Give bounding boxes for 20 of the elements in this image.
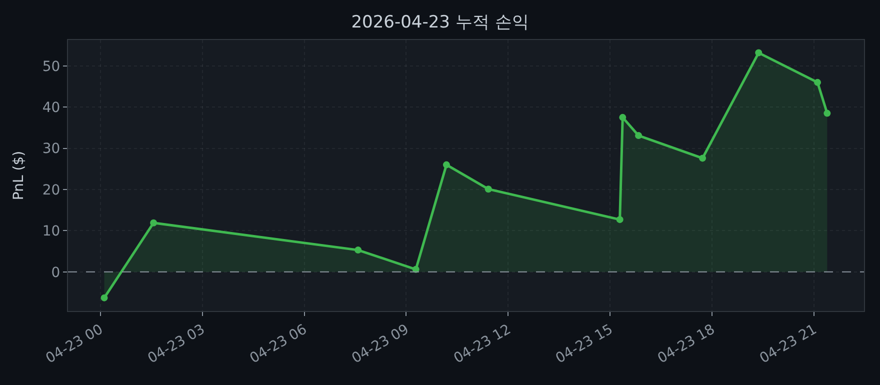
- y-tick-label: 0: [51, 264, 60, 281]
- point: [755, 49, 762, 56]
- y-tick-label: 40: [42, 100, 60, 116]
- y-tick-label: 50: [42, 58, 60, 75]
- y-tick-label: 20: [42, 182, 60, 198]
- point: [616, 216, 624, 224]
- point: [814, 78, 822, 86]
- y-tick-label: 30: [42, 141, 60, 158]
- point: [484, 186, 492, 193]
- point: [824, 110, 831, 117]
- point: [354, 246, 362, 254]
- y-tick-label: 10: [42, 224, 60, 240]
- point: [619, 114, 626, 121]
- point: [150, 219, 158, 226]
- y-axis-title: PnL ($): [10, 150, 27, 200]
- point: [100, 294, 108, 302]
- point: [699, 154, 706, 162]
- point: [442, 161, 450, 168]
- point: [635, 132, 642, 140]
- chart-title: 2026-04-23 누적 손익: [351, 12, 529, 32]
